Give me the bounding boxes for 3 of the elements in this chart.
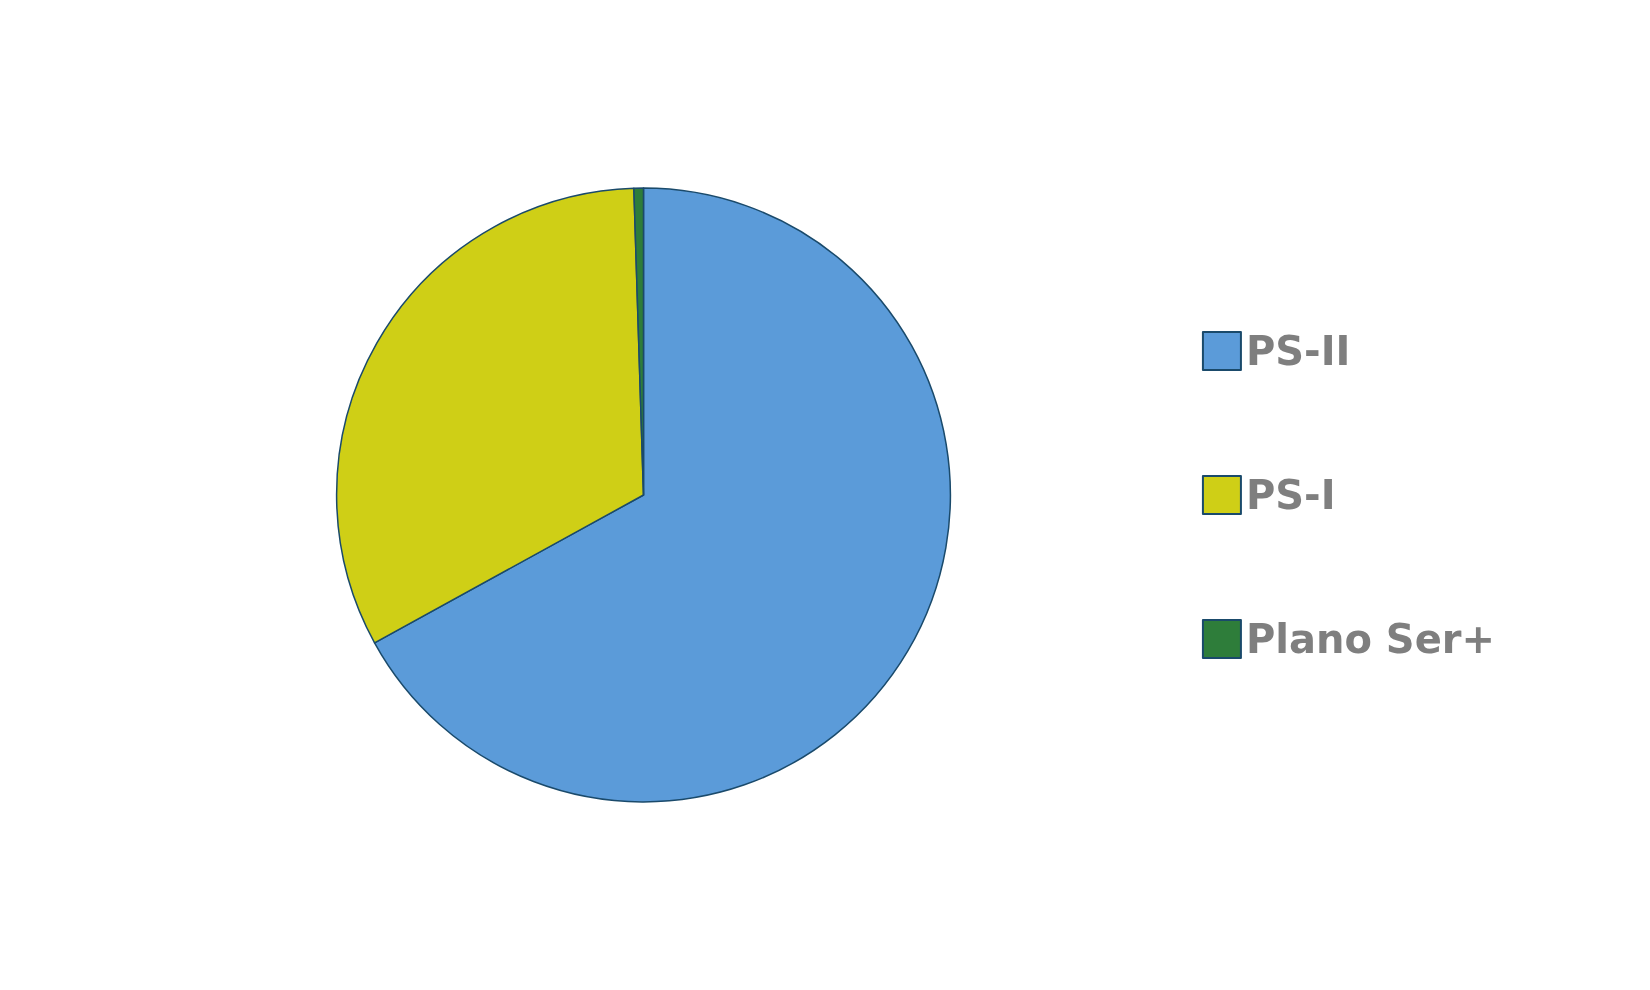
legend-label: PS-I — [1245, 472, 1336, 518]
legend-label: PS-II — [1245, 328, 1351, 374]
legend-label: Plano Ser+ — [1245, 616, 1496, 662]
